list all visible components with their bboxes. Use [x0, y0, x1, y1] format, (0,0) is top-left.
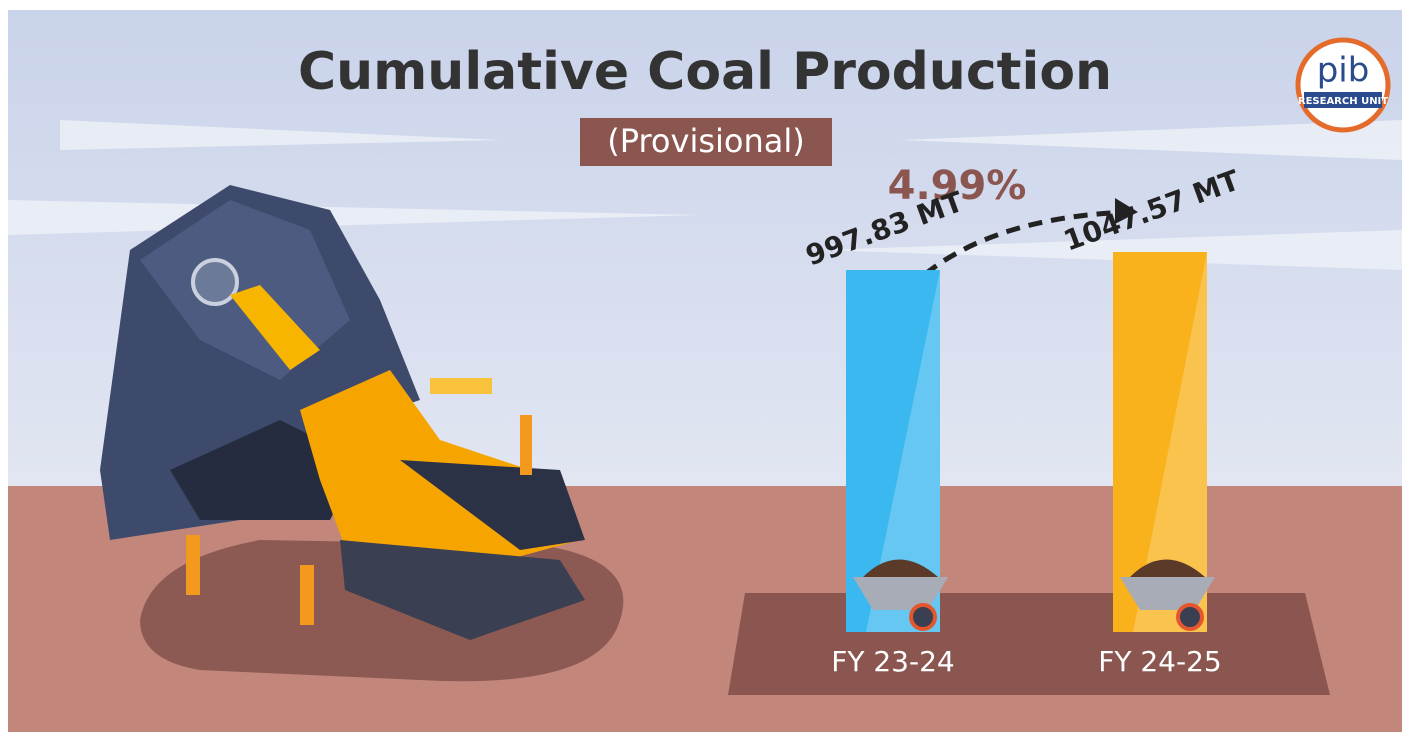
chart-subtitle: (Provisional)	[607, 122, 804, 160]
chart-title: Cumulative Coal Production	[298, 42, 1112, 102]
platform	[728, 593, 1330, 695]
logo-subtitle: RESEARCH UNIT	[1298, 96, 1388, 107]
wheel	[1178, 605, 1202, 629]
category-label: FY 24-25	[1098, 645, 1221, 678]
wheel	[911, 605, 935, 629]
logo-text: pib	[1317, 51, 1370, 91]
cutter-head	[193, 260, 237, 304]
canopy	[430, 378, 492, 394]
category-label: FY 23-24	[831, 645, 954, 678]
infographic: Cumulative Coal Production (Provisional)…	[0, 0, 1410, 742]
worker	[300, 565, 314, 625]
worker	[520, 415, 532, 475]
worker	[186, 535, 200, 595]
